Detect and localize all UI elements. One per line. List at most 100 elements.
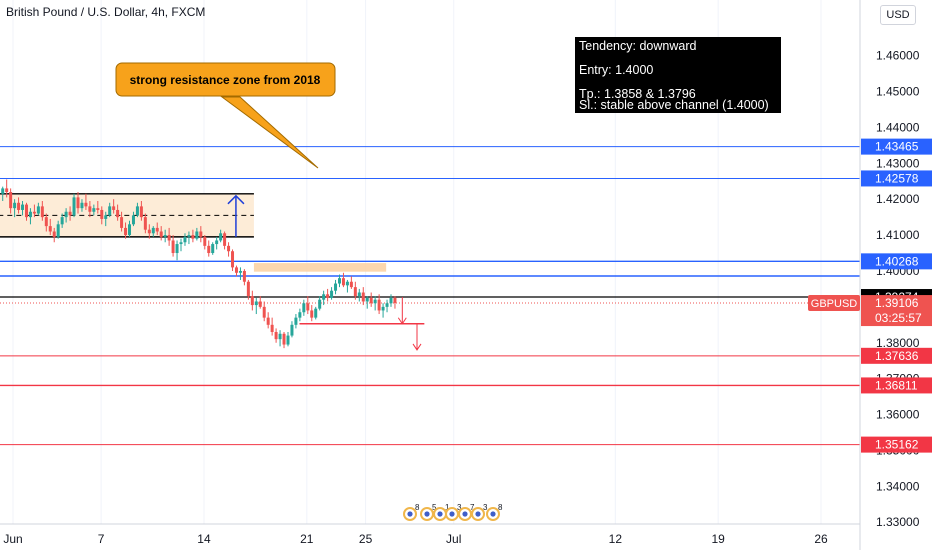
candle-body xyxy=(223,233,227,246)
info-box-line: Tendency: downward xyxy=(579,39,696,53)
candle-body xyxy=(219,233,223,241)
candle-body xyxy=(80,202,84,209)
candle-body xyxy=(96,208,100,210)
y-tick-label: 1.42000 xyxy=(876,192,920,206)
x-tick-label: 26 xyxy=(814,532,828,546)
info-box-line: Entry: 1.4000 xyxy=(579,63,653,77)
price-tag xyxy=(861,347,932,364)
candle-body xyxy=(282,333,286,345)
candle-body xyxy=(64,211,68,218)
candle-body xyxy=(306,303,310,311)
candle-body xyxy=(231,251,235,268)
price-tag xyxy=(861,377,932,394)
candle-body xyxy=(369,297,373,304)
candle-body xyxy=(211,244,215,254)
candle-body xyxy=(377,299,381,311)
price-tag xyxy=(861,170,932,187)
candle-body xyxy=(143,217,147,230)
candle-body xyxy=(108,206,112,216)
event-marker-count: 8 xyxy=(415,503,420,512)
candle-body xyxy=(330,290,334,298)
event-marker-count: 1 xyxy=(445,503,450,512)
callout-pointer xyxy=(220,96,319,169)
x-tick-label: 12 xyxy=(609,532,623,546)
candle-body xyxy=(88,206,92,212)
candle-body xyxy=(76,197,80,209)
x-tick-label: 21 xyxy=(300,532,314,546)
event-marker-count: 5 xyxy=(432,503,437,512)
candle-body xyxy=(92,208,96,212)
candle-body xyxy=(116,209,120,218)
event-marker-dot xyxy=(424,511,430,517)
candle-body xyxy=(179,242,183,245)
candle-body xyxy=(322,294,326,300)
y-tick-label: 1.38000 xyxy=(876,336,920,350)
candle-body xyxy=(128,224,132,236)
price-tag xyxy=(861,436,932,453)
x-tick-label: 25 xyxy=(359,532,373,546)
candle-body xyxy=(100,209,104,219)
candle-body xyxy=(389,297,393,304)
x-tick-label: 19 xyxy=(711,532,725,546)
candle-body xyxy=(72,197,76,216)
candle-body xyxy=(147,229,151,234)
currency-button[interactable]: USD xyxy=(880,5,916,25)
price-tag xyxy=(861,138,932,155)
callout-box xyxy=(115,62,336,97)
symbol-tag xyxy=(808,295,860,312)
candle-body xyxy=(163,235,167,237)
event-marker-dot xyxy=(437,511,443,517)
event-marker-count: 8 xyxy=(498,503,503,512)
candle-body xyxy=(131,215,135,225)
candle-body xyxy=(385,303,389,307)
candle-body xyxy=(270,324,274,332)
candle-body xyxy=(13,202,17,209)
symbol-tag-label: GBPUSD xyxy=(811,298,858,310)
y-tick-label: 1.34000 xyxy=(876,479,920,493)
event-marker-count: 3 xyxy=(483,503,488,512)
candle-body xyxy=(345,281,349,286)
info-box-line: Tp.: 1.3858 & 1.3796 xyxy=(579,87,696,101)
candle-body xyxy=(159,231,163,237)
event-marker-count: 7 xyxy=(470,503,475,512)
candle-body xyxy=(36,206,40,214)
candle-body xyxy=(381,306,385,311)
price-tag-label: 1.43465 xyxy=(875,140,919,154)
y-tick-label: 1.44000 xyxy=(876,120,920,134)
price-tag-label: 1.42578 xyxy=(875,171,919,185)
candle-body xyxy=(286,335,290,345)
candle-body xyxy=(337,278,341,284)
y-tick-label: 1.46000 xyxy=(876,49,920,63)
candle-body xyxy=(290,324,294,336)
candle-body xyxy=(278,333,282,340)
y-tick-label: 1.45000 xyxy=(876,85,920,99)
candle-body xyxy=(365,297,369,302)
candle-body xyxy=(32,211,36,214)
candle-body xyxy=(84,202,88,207)
event-marker-count: 3 xyxy=(457,503,462,512)
candle-body xyxy=(254,301,258,306)
event-marker-dot xyxy=(449,511,455,517)
down-arrow-2-head xyxy=(412,343,422,351)
candle-body xyxy=(334,283,338,291)
candle-body xyxy=(5,188,9,193)
countdown-label: 03:25:57 xyxy=(875,311,922,325)
price-tag-label: 1.37636 xyxy=(875,349,919,363)
candle-body xyxy=(353,287,357,297)
candle-body xyxy=(60,217,64,225)
candle-body xyxy=(112,206,116,210)
event-marker-dot xyxy=(490,511,496,517)
candle-body xyxy=(393,297,397,303)
candle-body xyxy=(266,317,270,325)
candle-body xyxy=(298,312,302,318)
info-box-bg xyxy=(575,37,781,113)
event-marker-dot xyxy=(407,511,413,517)
candle-body xyxy=(40,206,44,218)
current-price-tag xyxy=(861,295,932,327)
candle-body xyxy=(104,215,108,219)
candle-body xyxy=(238,270,242,273)
candle-body xyxy=(175,244,179,254)
candle-body xyxy=(246,281,250,297)
